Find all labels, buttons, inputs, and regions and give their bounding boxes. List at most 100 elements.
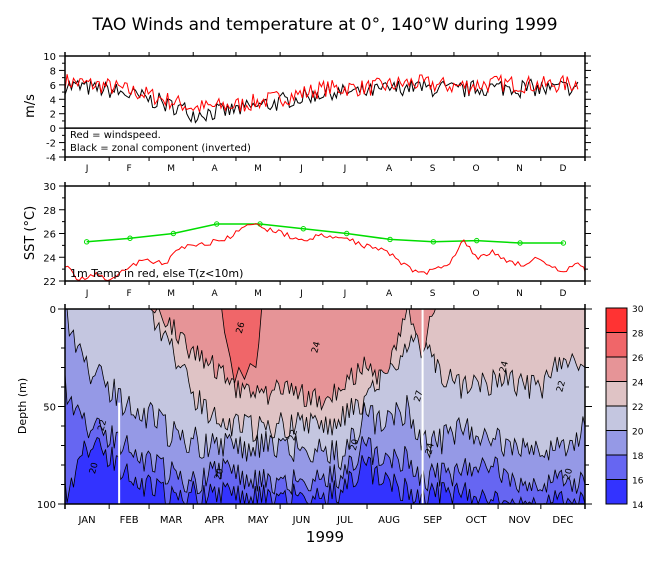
colorbar-tick-label: 20	[632, 428, 644, 438]
colorbar-tick-label: 28	[632, 330, 644, 340]
x-tick-label: JAN	[78, 515, 96, 526]
colorbar-tick-label: 18	[632, 452, 644, 462]
x-tick-label: SEP	[423, 515, 442, 526]
x-tick-label: MAR	[160, 515, 182, 526]
x-tick-label: JUL	[336, 515, 353, 526]
colorbar-swatch	[605, 454, 628, 480]
winds-line-windspeed	[64, 73, 579, 113]
sst-1m-temperature-line	[64, 223, 586, 282]
x-tick-label: J	[299, 164, 303, 174]
x-tick-label: APR	[205, 515, 225, 526]
x-tick-label: FEB	[120, 515, 139, 526]
contour-label: 22	[97, 419, 110, 433]
contour-label: 24	[498, 360, 511, 374]
chart-title: TAO Winds and temperature at 0°, 140°W d…	[91, 15, 557, 35]
y-tick-label: 0	[50, 124, 56, 135]
colorbar-swatch	[605, 405, 628, 431]
contour-label: 24	[310, 340, 323, 354]
x-tick-label: J	[343, 289, 347, 299]
x-tick-label: AUG	[378, 515, 400, 526]
depth-y-axis-label: Depth (m)	[16, 378, 29, 434]
x-tick-label: N	[516, 289, 523, 299]
y-tick-label: 50	[43, 403, 56, 414]
depth-axes: 0 50 100 JAN FEB MAR APR MAY JUN JUL AUG SEP OCT NOV D…	[37, 304, 592, 526]
y-tick-label: 6	[50, 81, 56, 92]
x-tick-label: A	[212, 164, 219, 174]
sst-series	[64, 221, 586, 282]
x-tick-label: JUN	[292, 515, 311, 526]
contour-label: 20	[213, 467, 226, 481]
x-tick-label: F	[127, 289, 132, 299]
y-tick-label: 26	[43, 230, 56, 241]
colorbar-tick-label: 22	[632, 403, 643, 413]
x-tick-label: A	[386, 289, 393, 299]
colorbar-swatch	[605, 307, 628, 333]
colorbar: 30 28 26 24 22 20 18 16 14	[605, 305, 644, 511]
sst-climatology-marker	[560, 240, 567, 246]
colorbar-swatch	[605, 332, 628, 358]
x-tick-label: M	[254, 289, 262, 299]
y-tick-label: 0	[50, 305, 56, 316]
winds-axes: -4 -2 0 2 4 6 8 10 J F M A M J J A S O N D	[43, 52, 591, 174]
y-tick-label: 10	[43, 52, 56, 63]
contour-label: 24	[424, 442, 437, 456]
x-tick-label: A	[212, 289, 219, 299]
sst-panel: SST (°C) 22 24 26 28 30 J F M A M J J A S O N D 1m Temp …	[23, 182, 591, 299]
sst-climatology-marker	[170, 230, 177, 237]
sst-y-axis-label: SST (°C)	[23, 206, 38, 260]
y-tick-label: 30	[43, 182, 56, 193]
x-tick-label: F	[127, 164, 132, 174]
sst-climatology-marker	[127, 235, 133, 241]
contour-label: 27	[413, 389, 426, 403]
contour-label: 22	[555, 380, 568, 394]
contour-label: 22	[288, 428, 301, 442]
colorbar-swatch	[605, 356, 628, 382]
winds-panel: m/s -4 -2 0 2 4 6 8 10 J F M A M J J A S O N D Red = windsp…	[23, 52, 591, 174]
x-axis-year-label: 1999	[306, 528, 344, 546]
winds-y-axis-label: m/s	[23, 94, 38, 118]
colorbar-swatch	[605, 430, 628, 456]
contour-label: 20	[349, 438, 362, 452]
sst-climatology-marker	[300, 226, 307, 232]
x-tick-label: S	[430, 289, 436, 299]
y-tick-label: 8	[50, 66, 56, 77]
depth-temperature-bands: 22 20 26 24 27 24 24 22 20 20 22 20	[64, 308, 586, 505]
sst-climatology-marker	[83, 239, 90, 245]
y-tick-label: 4	[50, 95, 56, 106]
sst-climatology-line	[86, 223, 564, 244]
band-26-28	[221, 308, 263, 384]
x-tick-label: DEC	[552, 515, 573, 526]
y-tick-label: 24	[43, 253, 56, 264]
x-tick-label: N	[516, 164, 523, 174]
sst-climatology-marker	[387, 236, 393, 243]
y-tick-label: 28	[43, 206, 56, 217]
contour-label: 20	[88, 461, 101, 475]
sst-axes: 22 24 26 28 30 J F M A M J J A S O N D	[43, 182, 591, 299]
x-tick-label: J	[343, 164, 347, 174]
colorbar-tick-label: 16	[632, 477, 644, 487]
depth-panel: Depth (m) 22 20 26 24 27 24 24 22 20 20 22 20 0 50 10…	[16, 304, 592, 546]
winds-annotation-black: Black = zonal component (inverted)	[70, 143, 251, 154]
colorbar-swatch	[605, 381, 628, 407]
x-tick-label: M	[167, 289, 175, 299]
x-tick-label: J	[85, 164, 89, 174]
sst-climatology-marker	[430, 239, 437, 245]
x-tick-label: O	[472, 289, 479, 299]
x-tick-label: J	[299, 289, 303, 299]
x-tick-label: O	[472, 164, 479, 174]
x-tick-label: J	[85, 289, 89, 299]
winds-line-zonal	[64, 78, 579, 124]
y-tick-label: 100	[37, 500, 56, 511]
y-tick-label: -4	[46, 153, 56, 164]
y-tick-label: 22	[43, 277, 56, 288]
colorbar-tick-label: 24	[632, 379, 644, 389]
contour-label: 26	[235, 321, 248, 335]
sst-climatology-marker	[474, 237, 480, 244]
sst-climatology-marker	[343, 230, 350, 237]
x-tick-label: MAY	[248, 515, 270, 526]
x-tick-label: M	[254, 164, 262, 174]
y-tick-label: -2	[46, 139, 56, 150]
sst-climatology-marker	[213, 221, 220, 227]
contour-label: 20	[563, 467, 576, 481]
